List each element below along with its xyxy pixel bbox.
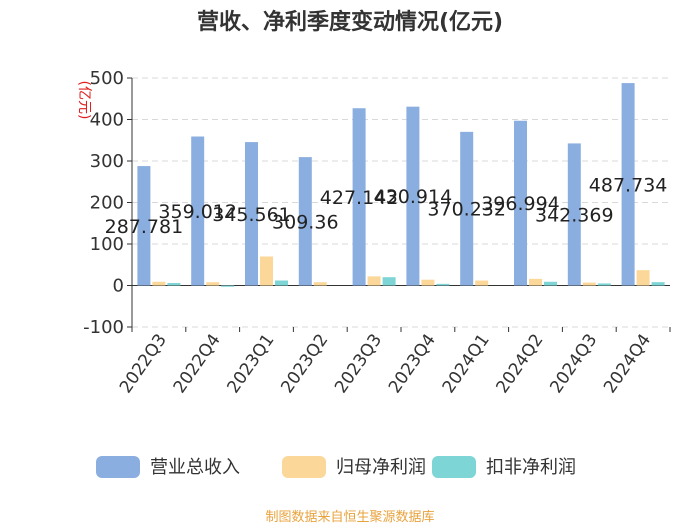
bar-revenue — [137, 166, 151, 286]
bar-revenue — [567, 143, 581, 286]
x-tick-label: 2023Q4 — [385, 330, 440, 397]
bar-revenue — [191, 136, 205, 286]
x-tick-label: 2023Q2 — [277, 330, 332, 397]
legend-label: 归母净利润 — [336, 457, 426, 478]
data-label: 427.142 — [320, 187, 399, 209]
bar-net-profit — [529, 278, 542, 286]
bar-net-profit — [475, 280, 489, 286]
x-tick-label: 2024Q1 — [439, 330, 494, 397]
legend-label: 营业总收入 — [150, 457, 240, 478]
bar-deducted-profit — [382, 277, 396, 286]
legend-label: 扣非净利润 — [486, 457, 576, 478]
bar-revenue — [406, 106, 420, 286]
data-label: 359.012 — [158, 201, 237, 223]
bar-deducted-profit — [597, 283, 611, 286]
legend-swatch — [282, 456, 326, 478]
y-tick-label: 100 — [90, 234, 124, 255]
x-tick-label: 2022Q4 — [170, 330, 225, 397]
y-tick-label: 200 — [90, 193, 124, 214]
data-label: 370.232 — [427, 199, 506, 221]
data-label: 309.36 — [272, 211, 338, 233]
y-tick-label: 500 — [90, 68, 124, 89]
y-tick-label: 300 — [90, 151, 124, 172]
bar-deducted-profit — [544, 281, 557, 286]
bar-deducted-profit — [221, 285, 235, 287]
bar-deducted-profit — [275, 280, 288, 286]
chart-title: 营收、净利季度变动情况(亿元) — [196, 10, 504, 35]
bar-net-profit — [582, 282, 596, 286]
data-label: 430.914 — [374, 186, 453, 208]
x-tick-label: 2022Q3 — [116, 330, 171, 397]
source-footer: 制图数据来自恒生聚源数据库 — [265, 510, 435, 525]
bar-net-profit — [367, 276, 381, 286]
legend-swatch — [96, 456, 140, 478]
bar-revenue — [460, 131, 474, 286]
legend-swatch — [432, 456, 476, 478]
bar-revenue — [514, 120, 527, 286]
y-axis-label: (亿元) — [76, 81, 92, 120]
bar-revenue — [352, 108, 366, 286]
bar-net-profit — [313, 282, 327, 286]
bar-revenue — [621, 83, 635, 286]
bar-net-profit — [260, 256, 273, 286]
data-label: 287.781 — [105, 216, 184, 238]
bar-net-profit — [152, 281, 166, 286]
y-tick-label: 0 — [113, 276, 124, 297]
x-tick-label: 2024Q4 — [600, 330, 655, 397]
x-tick-label: 2023Q1 — [224, 330, 279, 397]
data-label: 396.994 — [481, 193, 560, 215]
x-tick-label: 2024Q3 — [546, 330, 601, 397]
x-tick-label: 2023Q3 — [331, 330, 386, 397]
bar-deducted-profit — [167, 283, 181, 286]
bar-deducted-profit — [651, 282, 665, 286]
bar-net-profit — [421, 279, 435, 286]
bar-net-profit — [636, 270, 650, 286]
data-label: 487.734 — [589, 174, 668, 196]
bar-revenue — [298, 157, 312, 286]
y-tick-label: 400 — [90, 110, 124, 131]
y-tick-label: -100 — [83, 317, 124, 338]
bar-net-profit — [206, 282, 220, 286]
bar-deducted-profit — [436, 283, 450, 286]
data-label: 342.369 — [535, 204, 614, 226]
x-tick-label: 2024Q2 — [493, 330, 548, 397]
data-label: 345.561 — [212, 204, 291, 226]
bar-revenue — [245, 142, 258, 286]
